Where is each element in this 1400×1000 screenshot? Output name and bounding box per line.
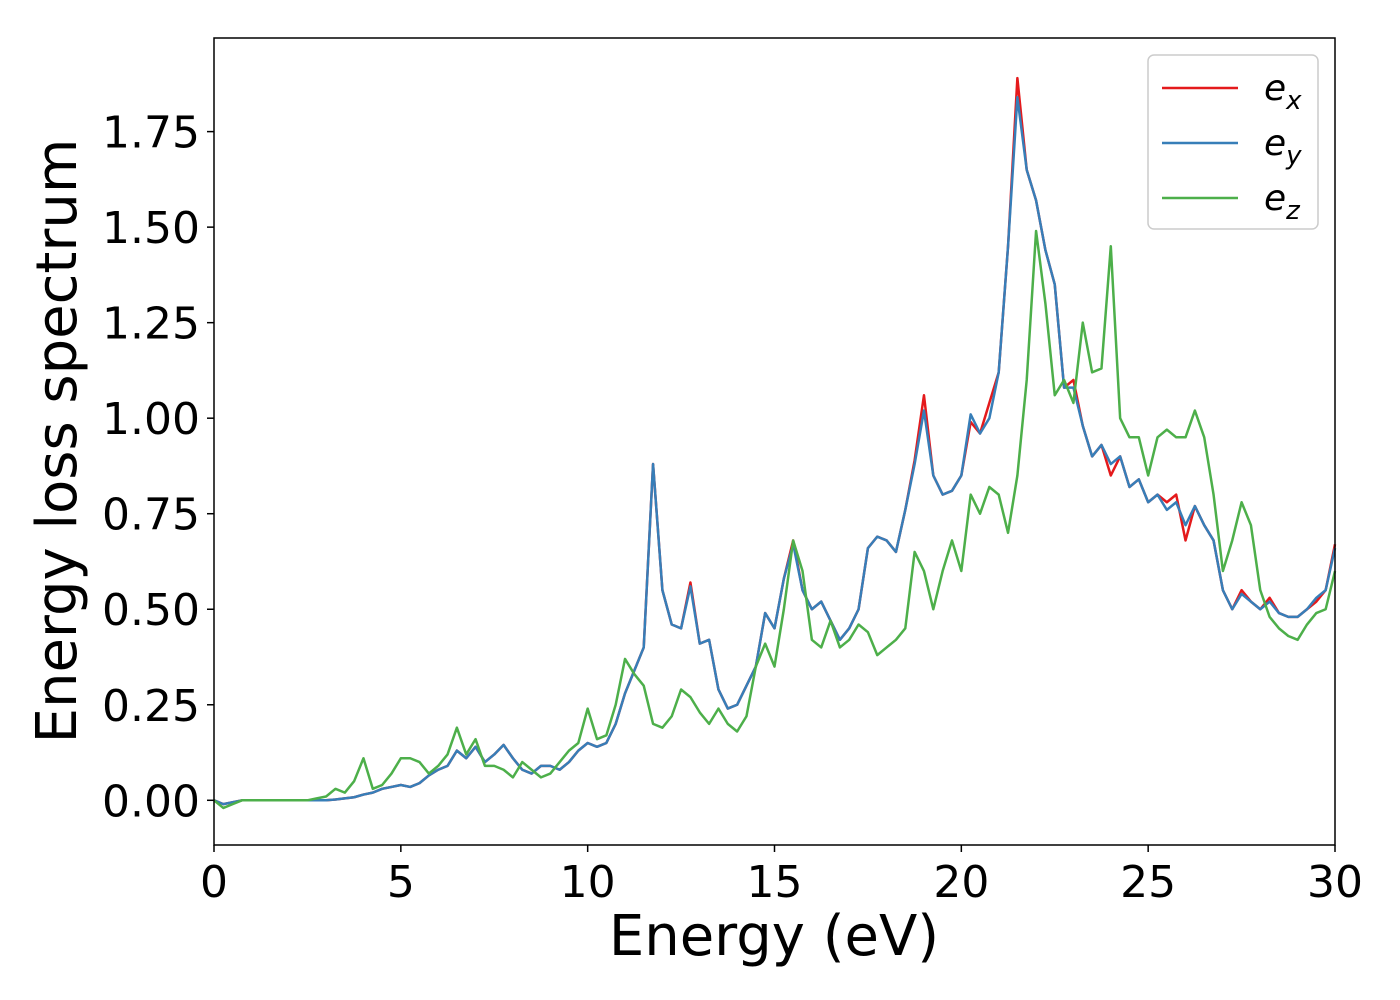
y-tick-label: 1.00 (102, 394, 200, 445)
legend-label: ey (1264, 123, 1302, 171)
y-tick-label: 0.25 (102, 681, 200, 732)
x-tick-label: 15 (747, 857, 803, 908)
legend-label: ez (1264, 178, 1301, 226)
y-axis-label: Energy loss spectrum (25, 139, 90, 744)
x-tick-label: 30 (1307, 857, 1363, 908)
y-tick-label: 0.75 (102, 490, 200, 541)
x-axis-label: Energy (eV) (609, 904, 939, 969)
x-tick-label: 0 (200, 857, 228, 908)
y-tick-label: 1.50 (102, 203, 200, 254)
y-tick-label: 1.75 (102, 108, 200, 159)
plot-frame (213, 37, 1336, 846)
series-line (213, 229, 1337, 810)
x-tick-label: 10 (560, 857, 616, 908)
x-tick-label: 20 (933, 857, 989, 908)
x-tick-label: 5 (387, 857, 415, 908)
y-tick-label: 0.00 (102, 776, 200, 827)
x-tick-label: 25 (1120, 857, 1176, 908)
y-tick-label: 0.50 (102, 585, 200, 636)
series-line (213, 95, 1337, 806)
y-tick-label: 1.25 (102, 299, 200, 350)
legend-label: ex (1264, 68, 1302, 116)
